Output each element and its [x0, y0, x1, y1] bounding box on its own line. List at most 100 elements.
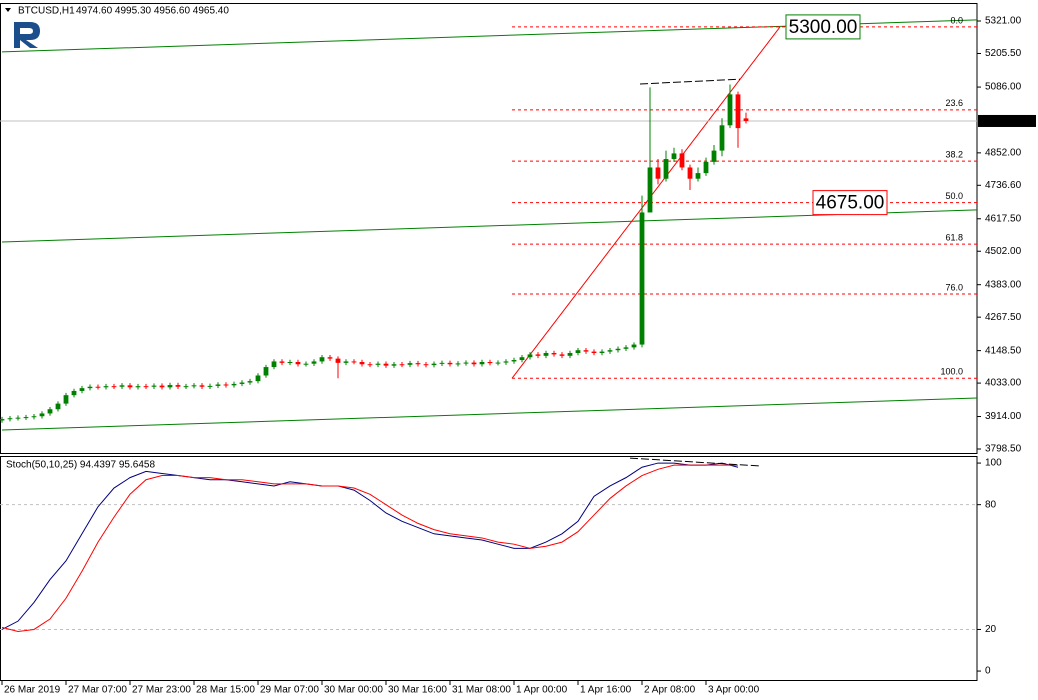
candle-body [607, 350, 613, 352]
candle-body [239, 382, 245, 384]
x-tick-label: 29 Mar 07:00 [260, 685, 319, 696]
candle-body [63, 395, 69, 404]
y-tick-label: 80 [985, 499, 997, 510]
candle-body [639, 212, 645, 345]
candle-body [127, 385, 133, 388]
logo-stem [14, 22, 20, 48]
x-tick-label: 3 Apr 00:00 [708, 685, 760, 696]
candle-body [671, 153, 677, 160]
candle-body [175, 385, 181, 387]
candle-body [327, 357, 333, 359]
candle-body [439, 362, 445, 364]
candle-body [591, 351, 597, 354]
price-label: 5300.00 [789, 17, 858, 38]
candle-body [223, 384, 229, 386]
candle-body [287, 362, 293, 364]
candle-body [231, 383, 237, 386]
candle-body [135, 386, 141, 388]
candle-body [335, 358, 341, 363]
last-price-box [978, 114, 1036, 127]
candle-body [487, 362, 493, 364]
candle-body [695, 173, 701, 179]
candle-body [719, 125, 725, 151]
y-tick-label: 5321.00 [985, 16, 1022, 27]
candle-body [391, 364, 397, 366]
candle-body [471, 362, 477, 365]
candle-body [431, 363, 437, 366]
menu-arrow[interactable] [5, 8, 11, 12]
candle-body [703, 161, 709, 174]
candle-body [359, 362, 365, 365]
x-tick-label: 1 Apr 00:00 [516, 685, 568, 696]
candle-body [95, 386, 101, 388]
y-tick-label: 20 [985, 624, 997, 635]
candle-body [399, 364, 405, 366]
y-tick-label: 3914.00 [985, 411, 1022, 422]
logo-bowl [14, 22, 40, 48]
y-tick-label: 4383.00 [985, 279, 1022, 290]
x-tick-label: 1 Apr 16:00 [580, 685, 632, 696]
fib-trend [511, 26, 781, 379]
candle-body [0, 419, 5, 421]
candle-body [103, 386, 109, 388]
candle-body [375, 363, 381, 365]
candle-body [519, 357, 525, 361]
candle-body [559, 354, 565, 356]
candle-body [71, 390, 77, 396]
divergence-line [639, 78, 741, 85]
candle-body [47, 409, 53, 414]
candle-body [655, 167, 661, 179]
candle-body [679, 153, 685, 168]
candle-body [423, 364, 429, 366]
candle-body [55, 403, 61, 410]
x-tick-label: 27 Mar 07:00 [68, 685, 127, 696]
candle-body [407, 363, 413, 365]
candle-body [151, 385, 157, 387]
candle-body [143, 386, 149, 388]
price-label: 4675.00 [816, 193, 885, 214]
candle-body [255, 375, 261, 382]
chart-title: BTCUSD,H1 [18, 6, 75, 17]
candle-body [191, 385, 197, 387]
candle-body [303, 363, 309, 365]
candle-body [551, 353, 557, 355]
candle-body [527, 354, 533, 358]
candle-body [263, 367, 269, 376]
candle-body [415, 363, 421, 365]
candle-body [455, 363, 461, 365]
candle-body [687, 167, 693, 179]
candle-body [167, 385, 173, 388]
ohlc-values: 4974.60 4995.30 4956.60 4965.40 [76, 6, 229, 17]
x-tick-label: 30 Mar 16:00 [388, 685, 447, 696]
y-tick-label: 4148.50 [985, 345, 1022, 356]
candle-body [599, 351, 605, 354]
candle-body [31, 416, 37, 418]
fib-level-label: 100.0 [940, 367, 963, 377]
candle-body [79, 388, 85, 391]
stoch-panel-frame [0, 456, 978, 681]
y-tick-label: 5205.50 [985, 48, 1022, 59]
fib-level-label: 61.8 [945, 232, 963, 242]
candle-body [583, 350, 589, 352]
candle-body [319, 357, 325, 362]
stoch-line [1, 464, 738, 633]
candle-body [215, 384, 221, 386]
y-tick-label: 5086.00 [985, 82, 1022, 93]
x-tick-label: 30 Mar 00:00 [324, 685, 383, 696]
y-tick-label: 4267.50 [985, 312, 1022, 323]
candle-body [543, 353, 549, 356]
y-tick-label: 4033.00 [985, 378, 1022, 389]
candle-body [7, 418, 13, 420]
candle-body [351, 361, 357, 363]
candle-body [535, 354, 541, 356]
candle-body [119, 385, 125, 387]
candle-body [87, 386, 93, 389]
candle-body [575, 350, 581, 354]
fib-level-label: 50.0 [945, 191, 963, 201]
candle-body [479, 362, 485, 365]
x-tick-label: 2 Apr 08:00 [644, 685, 696, 696]
x-tick-label: 28 Mar 15:00 [196, 685, 255, 696]
candle-body [247, 381, 253, 383]
candle-body [631, 344, 637, 348]
